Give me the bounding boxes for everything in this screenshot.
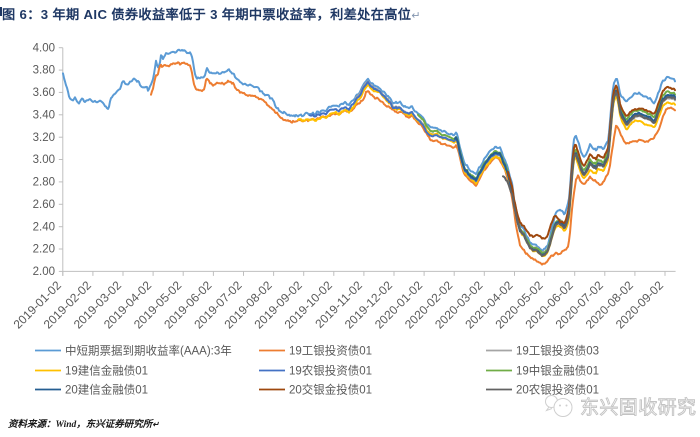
- svg-text:2.60: 2.60: [33, 199, 55, 211]
- svg-text:20农银投资债01: 20农银投资债01: [516, 383, 599, 397]
- svg-text:19工银投资债01: 19工银投资债01: [289, 344, 372, 358]
- svg-text:3.60: 3.60: [33, 87, 55, 99]
- svg-text:2.00: 2.00: [33, 266, 55, 278]
- svg-text:19农银投资债01: 19农银投资债01: [289, 364, 372, 378]
- svg-text:东兴固收研究: 东兴固收研究: [580, 397, 696, 419]
- svg-text:20交银金投债01: 20交银金投债01: [289, 383, 372, 397]
- svg-text:3.40: 3.40: [33, 109, 55, 121]
- svg-text:3.80: 3.80: [33, 65, 55, 77]
- svg-text:2.80: 2.80: [33, 177, 55, 189]
- svg-text:2.40: 2.40: [33, 221, 55, 233]
- svg-text:3.00: 3.00: [33, 154, 55, 166]
- svg-text:20建信金融债01: 20建信金融债01: [65, 383, 148, 397]
- svg-text:2.20: 2.20: [33, 244, 55, 256]
- svg-text:19工银投资债03: 19工银投资债03: [516, 344, 599, 358]
- svg-text:3.20: 3.20: [33, 132, 55, 144]
- svg-text:19建信金融债01: 19建信金融债01: [65, 364, 148, 378]
- svg-text:19中银金融债01: 19中银金融债01: [516, 364, 599, 378]
- svg-text:中短期票据到期收益率(AAA):3年: 中短期票据到期收益率(AAA):3年: [65, 344, 232, 358]
- svg-text:4.00: 4.00: [33, 42, 55, 54]
